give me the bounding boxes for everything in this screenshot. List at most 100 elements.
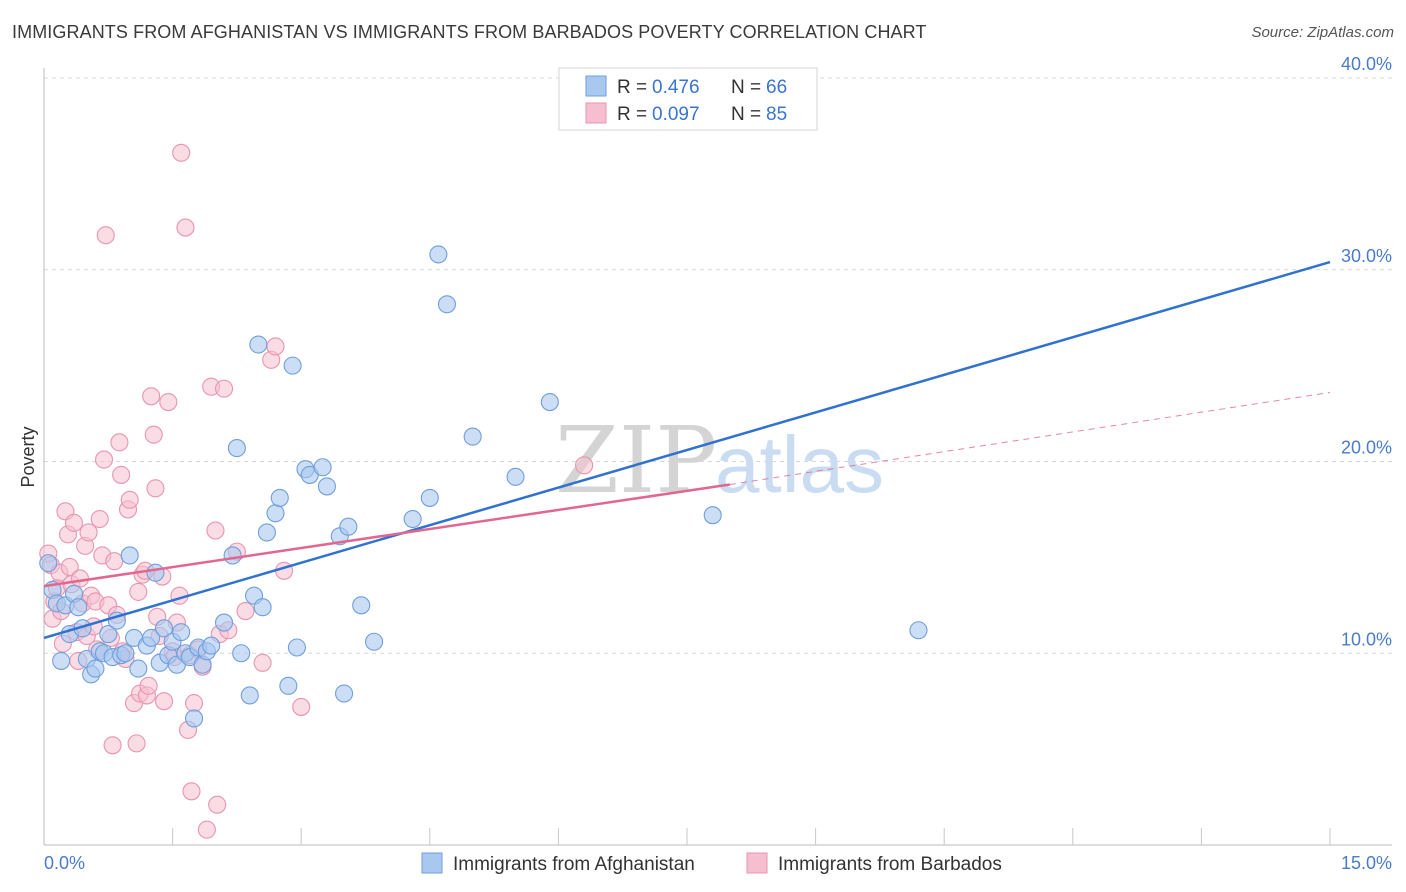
point-barbados-40 (127, 734, 146, 753)
point-barbados-67 (197, 820, 216, 839)
point-barbados-41 (129, 582, 148, 601)
y-tick-label-30: 30.0% (1341, 246, 1392, 266)
point-afghanistan-48 (270, 488, 289, 507)
point-afghanistan-19 (120, 546, 139, 565)
y-axis-label: Poverty (18, 426, 38, 487)
point-afghanistan-38 (214, 613, 234, 632)
legend-stats-n-label-afghanistan: N = (731, 77, 761, 98)
point-afghanistan-63 (429, 245, 448, 264)
point-afghanistan-11 (86, 659, 105, 678)
point-afghanistan-30 (172, 623, 191, 642)
x-minor-ticks (172, 828, 1331, 845)
point-barbados-26 (94, 450, 114, 469)
point-barbados-72 (214, 379, 234, 398)
point-afghanistan-58 (339, 517, 358, 536)
legend-stats-swatch-afghanistan (585, 75, 607, 97)
point-afghanistan-66 (506, 467, 525, 486)
point-afghanistan-21 (129, 659, 148, 678)
point-barbados-63 (182, 782, 201, 801)
point-barbados-64 (184, 694, 204, 713)
trendlines (43, 260, 1331, 640)
series-afghanistan-points (39, 245, 928, 728)
x-tick-label-max: 15.0% (1341, 853, 1392, 873)
point-afghanistan-3 (52, 651, 71, 670)
legend-stats-r-label-afghanistan: R = (617, 77, 647, 98)
legend-swatch-barbados (746, 852, 768, 874)
point-afghanistan-69 (909, 621, 928, 640)
point-barbados-81 (575, 456, 594, 475)
y-tick-label-10: 10.0% (1341, 629, 1392, 649)
point-barbados-80 (292, 697, 311, 716)
point-barbados-38 (120, 490, 139, 509)
legend-series: Immigrants from Afghanistan Immigrants f… (421, 852, 1002, 875)
legend-stats-n-value-afghanistan: 66 (766, 77, 787, 98)
point-afghanistan-0 (39, 554, 58, 573)
point-afghanistan-57 (335, 684, 354, 703)
point-barbados-31 (105, 552, 124, 571)
point-afghanistan-42 (240, 686, 259, 705)
point-afghanistan-33 (184, 709, 204, 728)
point-barbados-15 (70, 569, 90, 588)
point-afghanistan-39 (223, 546, 242, 565)
point-afghanistan-46 (257, 523, 276, 542)
point-afghanistan-41 (232, 644, 251, 663)
y-tick-labels: 10.0% 20.0% 30.0% 40.0% (1341, 54, 1392, 649)
point-afghanistan-67 (540, 393, 559, 412)
legend-swatch-afghanistan (421, 852, 443, 874)
point-afghanistan-60 (365, 632, 384, 651)
point-afghanistan-26 (154, 619, 174, 638)
point-barbados-54 (159, 393, 178, 412)
y-tick-label-40: 40.0% (1341, 54, 1392, 74)
point-barbados-33 (110, 433, 129, 452)
point-afghanistan-45 (253, 598, 272, 617)
legend-stats-n-label-barbados: N = (731, 104, 761, 125)
point-afghanistan-68 (703, 506, 722, 525)
point-afghanistan-18 (116, 644, 135, 663)
point-afghanistan-64 (437, 295, 456, 314)
legend-stats-r-label-barbados: R = (617, 104, 647, 125)
point-afghanistan-49 (279, 676, 298, 695)
point-afghanistan-55 (317, 477, 336, 496)
point-afghanistan-47 (266, 504, 285, 523)
point-afghanistan-44 (249, 335, 268, 354)
point-afghanistan-54 (313, 458, 332, 477)
point-barbados-27 (96, 226, 115, 245)
series-barbados-points (39, 143, 594, 839)
point-barbados-19 (79, 523, 98, 542)
point-afghanistan-50 (283, 356, 302, 375)
point-afghanistan-40 (227, 439, 246, 458)
point-afghanistan-23 (142, 628, 161, 647)
legend-label-barbados: Immigrants from Barbados (778, 854, 1002, 875)
legend-stats-n-value-barbados: 85 (766, 104, 787, 125)
point-barbados-76 (253, 653, 272, 672)
legend-stats: R = 0.476 N = 66 R = 0.097 N = 85 (558, 67, 818, 131)
point-barbados-34 (112, 465, 131, 484)
point-barbados-69 (206, 521, 225, 540)
point-barbados-49 (146, 479, 165, 498)
y-tick-label-20: 20.0% (1341, 438, 1392, 458)
legend-stats-swatch-barbados (585, 102, 607, 124)
point-barbados-60 (176, 218, 195, 237)
point-afghanistan-51 (287, 638, 306, 657)
point-barbados-78 (266, 337, 285, 356)
trendline-barbados (43, 483, 731, 588)
point-barbados-46 (139, 676, 158, 695)
point-afghanistan-59 (352, 596, 371, 615)
point-afghanistan-65 (463, 427, 482, 446)
point-barbados-75 (236, 602, 255, 621)
point-afghanistan-24 (146, 563, 165, 582)
point-afghanistan-14 (99, 625, 118, 644)
point-barbados-30 (103, 736, 122, 755)
point-barbados-59 (172, 143, 191, 162)
point-barbados-48 (144, 425, 163, 444)
legend-stats-r-value-afghanistan: 0.476 (652, 77, 700, 98)
point-afghanistan-61 (403, 509, 422, 529)
point-barbados-24 (90, 509, 109, 529)
gridlines (44, 77, 1392, 654)
legend-label-afghanistan: Immigrants from Afghanistan (453, 854, 695, 875)
point-barbados-53 (154, 692, 174, 711)
point-barbados-47 (142, 387, 161, 406)
point-barbados-70 (208, 795, 227, 814)
x-tick-label-min: 0.0% (44, 853, 85, 873)
